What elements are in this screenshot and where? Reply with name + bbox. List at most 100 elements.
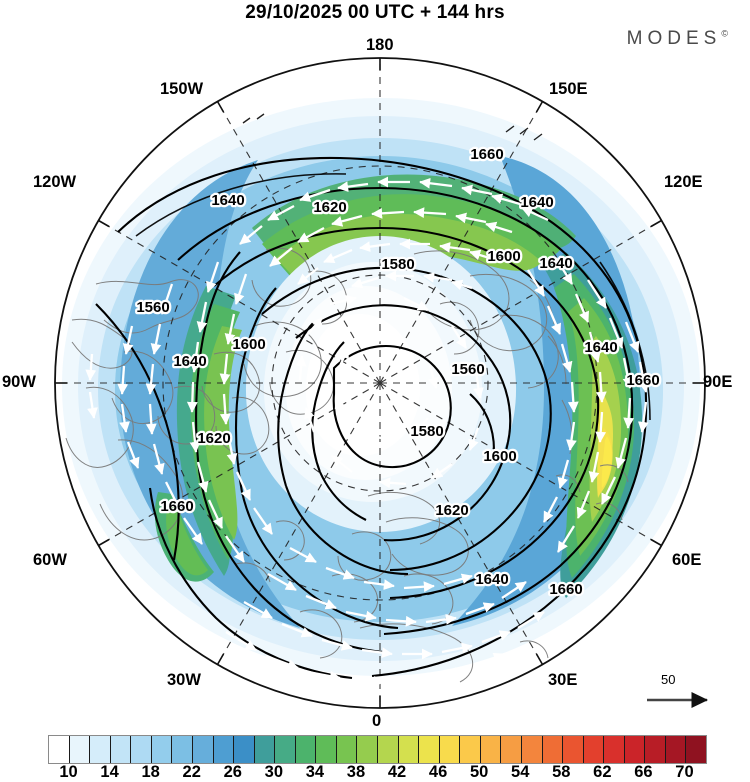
- colorbar-cell: [69, 736, 91, 763]
- contour-label: 1580: [381, 256, 414, 273]
- contour-label: 1660: [626, 372, 659, 389]
- lon-label-150E: 150E: [549, 80, 588, 98]
- colorbar-cell: [151, 736, 173, 763]
- lon-label-120E: 120E: [664, 173, 703, 191]
- colorbar-cell: [645, 736, 666, 763]
- colorbar-swatches: [48, 735, 707, 764]
- colorbar-cell: [275, 736, 296, 763]
- lon-label-120W: 120W: [33, 173, 77, 191]
- rim-ticks: [55, 58, 705, 708]
- windspeed-shading: [62, 98, 700, 676]
- colorbar-tick-labels: 10 14 18 22 26 30 34 38 42 46 50 54 58 62 66 70: [48, 763, 707, 782]
- colorbar-cell: [90, 736, 111, 763]
- colorbar-tick: 10: [59, 763, 78, 781]
- colorbar-tick: 22: [182, 763, 201, 781]
- lon-label-180: 180: [366, 36, 394, 54]
- contour-label-halo: 1620: [313, 199, 346, 216]
- wind-scale-arrow-icon: [647, 691, 709, 709]
- contour-label-halo: 1560: [451, 361, 484, 378]
- colorbar-cell: [336, 736, 358, 763]
- contour-label-halo: 1640: [173, 353, 206, 370]
- colorbar-cell: [357, 736, 378, 763]
- colorbar-cell: [378, 736, 399, 763]
- contour-label: 1640: [520, 194, 553, 211]
- colorbar-cell: [192, 736, 214, 763]
- colorbar-cell: [604, 736, 625, 763]
- contour-label: 1560: [451, 361, 484, 378]
- page-title: 29/10/2025 00 UTC + 144 hrs: [245, 2, 505, 23]
- contour-label-halo: 1660: [470, 146, 503, 163]
- colorbar-cell: [234, 736, 255, 763]
- colorbar-cell: [110, 736, 132, 763]
- contour-label: 1640: [584, 339, 617, 356]
- colorbar-tick: 34: [305, 763, 325, 781]
- lon-label-60W: 60W: [33, 551, 67, 569]
- contour-label: 1600: [232, 336, 265, 353]
- contour-label-halo: 1600: [232, 336, 265, 353]
- colorbar-cell: [480, 736, 502, 763]
- contour-label-halo: 1600: [483, 448, 516, 465]
- contour-label: 1640: [475, 571, 508, 588]
- contour-label: 1640: [539, 255, 572, 272]
- coastlines: [65, 247, 629, 683]
- colorbar-tick: 62: [593, 763, 612, 781]
- colorbar-cell: [686, 736, 706, 763]
- colorbar-cell: [295, 736, 317, 763]
- colorbar-cell: [439, 736, 461, 763]
- map-contents: [55, 58, 705, 708]
- colorbar-tick: 18: [141, 763, 160, 781]
- colorbar-cell: [172, 736, 193, 763]
- colorbar-cell: [542, 736, 564, 763]
- contour-label: 1560: [136, 299, 169, 316]
- colorbar-tick: 14: [100, 763, 119, 781]
- modes-logo-text: MODES: [626, 28, 722, 49]
- colorbar-cell: [398, 736, 420, 763]
- colorbar-cell: [563, 736, 584, 763]
- lon-label-30W: 30W: [167, 671, 201, 689]
- contour-label: 1660: [549, 581, 582, 598]
- contour-label-halo: 1640: [584, 339, 617, 356]
- contour-label: 1660: [470, 146, 503, 163]
- colorbar-tick: 58: [552, 763, 571, 781]
- colorbar-tick: 26: [223, 763, 242, 781]
- colorbar-cell: [254, 736, 276, 763]
- contour-label: 1620: [197, 430, 230, 447]
- colorbar-cell: [316, 736, 337, 763]
- wind-scale-label: 50: [661, 672, 676, 687]
- contour-label-halo: 1660: [549, 581, 582, 598]
- contour-label: 1600: [487, 248, 520, 265]
- contour-label: 1640: [211, 192, 244, 209]
- colorbar-tick: 30: [264, 763, 284, 781]
- contour-label-halo: 1620: [435, 502, 468, 519]
- contour-label: 1640: [173, 353, 206, 370]
- colorbar-cell: [665, 736, 687, 763]
- lon-label-30E: 30E: [548, 671, 578, 689]
- lon-label-60E: 60E: [672, 551, 702, 569]
- modes-logo: MODES©: [627, 28, 728, 50]
- contour-label: 1580: [410, 423, 443, 440]
- colorbar-tick: 42: [387, 763, 407, 781]
- colorbar: 10 14 18 22 26 30 34 38 42 46 50 54 58 62 66 70: [0, 730, 750, 782]
- colorbar-cell: [213, 736, 235, 763]
- misc-marks: [242, 113, 543, 141]
- colorbar-tick: 70: [675, 763, 694, 781]
- colorbar-tick: 66: [634, 763, 653, 781]
- contour-label: 1620: [313, 199, 346, 216]
- contour-label-halo: 1580: [381, 256, 414, 273]
- colorbar-tick: 54: [511, 763, 530, 781]
- colorbar-cell: [583, 736, 605, 763]
- contour-label-halo: 1620: [197, 430, 230, 447]
- contour-label-halo: 1580: [410, 423, 443, 440]
- contour-label-halo: 1660: [160, 498, 193, 515]
- lon-label-0: 0: [372, 712, 382, 730]
- contour-label: 1620: [435, 502, 468, 519]
- contour-label: 1660: [160, 498, 193, 515]
- contour-label-halo: 1640: [475, 571, 508, 588]
- contour-label-halo: 1640: [211, 192, 244, 209]
- contour-label-halo: 1640: [539, 255, 572, 272]
- copyright-mark: ©: [721, 28, 728, 39]
- lon-label-90W: 90W: [2, 373, 36, 391]
- colorbar-cell: [460, 736, 481, 763]
- colorbar-tick: 46: [428, 763, 448, 781]
